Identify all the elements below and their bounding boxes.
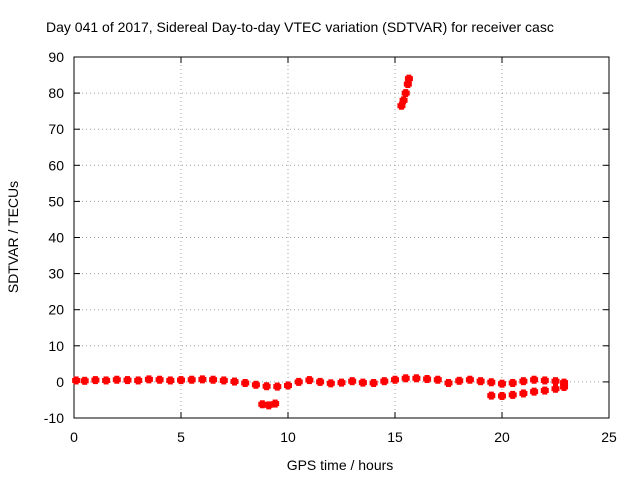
data-point	[273, 382, 282, 391]
y-tick-label: -10	[44, 410, 64, 426]
data-points	[72, 74, 569, 410]
x-axis-label: GPS time / hours	[287, 457, 394, 473]
data-point	[423, 375, 432, 384]
data-point	[380, 377, 389, 386]
data-point	[465, 375, 474, 384]
data-point	[455, 376, 464, 385]
y-tick-label: 0	[56, 374, 64, 390]
data-point	[230, 377, 239, 386]
data-point	[412, 374, 421, 383]
x-tick-label: 15	[387, 429, 403, 445]
data-point	[560, 382, 569, 391]
data-point	[487, 378, 496, 387]
data-point	[358, 378, 367, 387]
data-point	[294, 377, 303, 386]
data-point	[508, 390, 517, 399]
x-tick-label: 25	[601, 429, 617, 445]
data-point	[284, 381, 292, 390]
data-point	[487, 391, 496, 400]
data-point	[444, 378, 453, 387]
y-tick-label: 30	[48, 266, 64, 282]
data-point	[551, 384, 560, 393]
data-point	[251, 380, 260, 389]
data-point	[519, 377, 528, 386]
y-tick-label: 50	[48, 193, 64, 209]
data-point	[551, 377, 560, 386]
data-point	[198, 375, 207, 384]
data-point	[134, 376, 143, 385]
data-point	[144, 375, 153, 384]
data-point	[177, 376, 185, 385]
data-point	[530, 387, 539, 396]
x-tick-label: 5	[177, 429, 185, 445]
x-tick-label: 10	[280, 429, 296, 445]
data-point	[369, 378, 378, 387]
x-tick-label: 20	[494, 429, 510, 445]
data-point	[219, 376, 228, 385]
data-point	[519, 389, 528, 398]
data-point	[391, 375, 399, 384]
data-point	[72, 376, 81, 385]
y-tick-label: 20	[48, 302, 64, 318]
data-point	[271, 399, 280, 408]
data-point	[401, 89, 410, 98]
y-tick-label: 90	[48, 49, 64, 65]
data-point	[209, 375, 218, 384]
y-tick-label: 70	[48, 121, 64, 137]
data-point	[166, 376, 175, 385]
data-point	[433, 375, 442, 384]
data-point	[123, 376, 132, 385]
data-point	[404, 74, 413, 83]
data-point	[241, 378, 250, 387]
data-point	[187, 375, 196, 384]
data-point	[399, 96, 408, 105]
data-point	[498, 379, 506, 388]
data-point	[262, 382, 271, 391]
data-point	[155, 375, 164, 384]
data-point	[326, 379, 335, 388]
data-point	[401, 374, 410, 383]
data-point	[102, 376, 111, 385]
data-point	[540, 386, 549, 395]
data-point	[316, 377, 325, 386]
y-tick-label: 10	[48, 338, 64, 354]
grid-lines	[74, 57, 609, 418]
y-tick-label: 60	[48, 157, 64, 173]
data-point	[498, 391, 506, 400]
data-point	[80, 376, 89, 385]
data-point	[91, 376, 100, 385]
x-tick-label: 0	[70, 429, 78, 445]
axis-ticks: 0 5 10 15 20 25 -10 0 10 20 30 40 50 60 70 80 90	[44, 49, 617, 445]
data-point	[540, 376, 549, 385]
y-tick-label: 80	[48, 85, 64, 101]
data-point	[305, 376, 314, 385]
data-point	[508, 378, 517, 387]
data-point	[348, 377, 357, 386]
data-point	[337, 378, 346, 387]
data-point	[530, 375, 539, 384]
y-tick-label: 40	[48, 230, 64, 246]
chart-title: Day 041 of 2017, Sidereal Day-to-day VTE…	[46, 19, 554, 35]
data-point	[476, 377, 485, 386]
y-axis-label: SDTVAR / TECUs	[5, 181, 21, 293]
data-point	[112, 375, 121, 384]
